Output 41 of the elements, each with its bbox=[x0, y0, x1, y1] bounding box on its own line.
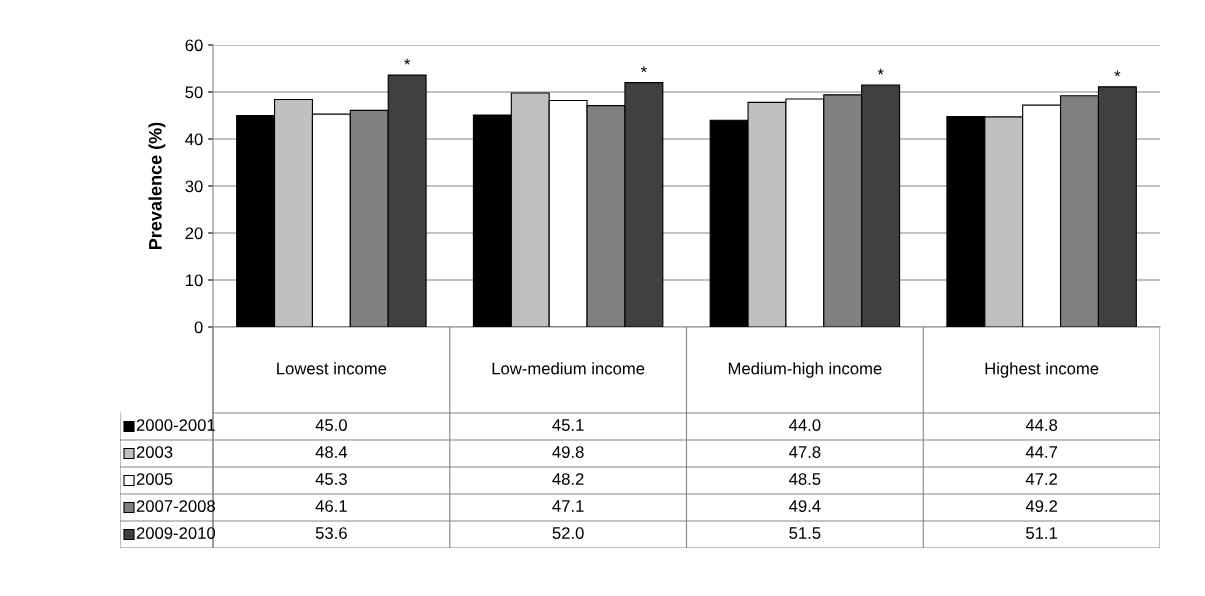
legend-label: 2007-2008 bbox=[136, 500, 215, 512]
y-tick-label: 0 bbox=[194, 321, 203, 334]
x-tick-label: Highest income bbox=[985, 362, 1099, 378]
data-label: 44.8 bbox=[1025, 419, 1058, 431]
legend-label: 2000-2001 bbox=[136, 419, 215, 431]
data-label: 46.1 bbox=[315, 500, 347, 512]
data-label: 47.8 bbox=[789, 446, 821, 458]
data-label: 49.4 bbox=[789, 500, 821, 512]
annotation: * bbox=[1114, 70, 1121, 77]
data-label: 49.8 bbox=[552, 446, 584, 458]
x-tick-label: Lowest income bbox=[277, 362, 387, 375]
annotation: * bbox=[404, 58, 411, 65]
annotation: * bbox=[640, 66, 647, 73]
x-tick-label: Low-medium income bbox=[492, 362, 645, 375]
y-tick-label: 40 bbox=[185, 133, 203, 146]
y-tick-label: 20 bbox=[185, 227, 203, 240]
y-tick-label: 10 bbox=[186, 274, 203, 287]
annotation: * bbox=[877, 68, 884, 75]
y-axis-title: Prevalence (%) bbox=[148, 122, 166, 250]
data-label: 51.5 bbox=[789, 527, 821, 539]
data-label: 48.5 bbox=[789, 473, 821, 485]
data-label: 47.1 bbox=[552, 500, 584, 512]
data-label: 48.4 bbox=[315, 446, 348, 458]
data-label: 49.2 bbox=[1025, 500, 1058, 512]
legend-label: 2005 bbox=[136, 473, 173, 485]
data-label: 53.6 bbox=[315, 527, 347, 539]
legend-label: 2003 bbox=[136, 446, 173, 458]
data-label: 44.7 bbox=[1025, 446, 1058, 458]
y-tick-label: 30 bbox=[185, 180, 203, 193]
y-tick-label: 60 bbox=[185, 39, 203, 52]
data-label: 45.0 bbox=[315, 419, 347, 431]
data-label: 52.0 bbox=[552, 527, 584, 539]
legend-label: 2009-2010 bbox=[136, 527, 216, 539]
data-label: 45.1 bbox=[552, 419, 584, 431]
data-label: 47.2 bbox=[1025, 473, 1058, 485]
data-label: 45.3 bbox=[315, 473, 347, 485]
data-label: 48.2 bbox=[552, 473, 584, 485]
data-label: 51.1 bbox=[1026, 527, 1058, 539]
y-tick-label: 50 bbox=[185, 86, 203, 99]
data-label: 44.0 bbox=[789, 419, 821, 431]
x-tick-label: Medium-high income bbox=[728, 362, 882, 378]
